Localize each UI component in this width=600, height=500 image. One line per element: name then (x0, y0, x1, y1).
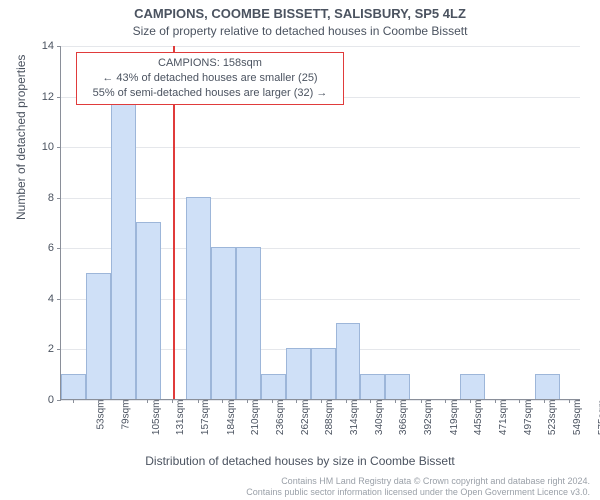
footer-attribution: Contains HM Land Registry data © Crown c… (0, 476, 590, 498)
ytick-label: 6 (0, 242, 54, 254)
histogram-bar (385, 374, 410, 399)
xtick-label: 366sqm (398, 400, 409, 436)
footer-line-2: Contains public sector information licen… (0, 487, 590, 498)
xtick-label: 340sqm (374, 400, 385, 436)
ytick-mark (57, 97, 61, 98)
x-axis-label: Distribution of detached houses by size … (0, 454, 600, 468)
xtick-label: 445sqm (473, 400, 484, 436)
histogram-bar (460, 374, 485, 399)
ytick-mark (57, 147, 61, 148)
xtick-label: 523sqm (547, 400, 558, 436)
histogram-bar (311, 348, 336, 399)
xtick-label: 184sqm (226, 400, 237, 436)
ytick-label: 2 (0, 343, 54, 355)
annotation-line-2: ← 43% of detached houses are smaller (25… (83, 71, 337, 86)
ytick-label: 12 (0, 91, 54, 103)
xtick-mark (172, 399, 173, 403)
histogram-bar (535, 374, 560, 399)
ytick-label: 4 (0, 293, 54, 305)
histogram-bar (111, 96, 136, 399)
gridline (61, 46, 580, 47)
xtick-mark (123, 399, 124, 403)
xtick-mark (247, 399, 248, 403)
ytick-mark (57, 46, 61, 47)
xtick-mark (470, 399, 471, 403)
histogram-bar (211, 247, 236, 399)
histogram-bar (86, 273, 111, 399)
xtick-label: 210sqm (250, 400, 261, 436)
gridline (61, 198, 580, 199)
annotation-line-1: CAMPIONS: 158sqm (83, 56, 337, 71)
xtick-label: 549sqm (572, 400, 583, 436)
xtick-mark (272, 399, 273, 403)
gridline (61, 147, 580, 148)
ytick-mark (57, 400, 61, 401)
xtick-mark (198, 399, 199, 403)
xtick-label: 497sqm (523, 400, 534, 436)
xtick-mark (569, 399, 570, 403)
chart-subtitle: Size of property relative to detached ho… (0, 24, 600, 38)
xtick-label: 53sqm (96, 400, 107, 430)
histogram-bar (336, 323, 361, 399)
histogram-bar (136, 222, 161, 399)
ytick-label: 0 (0, 394, 54, 406)
ytick-mark (57, 349, 61, 350)
xtick-mark (544, 399, 545, 403)
xtick-mark (445, 399, 446, 403)
ytick-mark (57, 198, 61, 199)
ytick-label: 10 (0, 141, 54, 153)
annotation-line-3: 55% of semi-detached houses are larger (… (83, 86, 337, 101)
chart-title: CAMPIONS, COOMBE BISSETT, SALISBURY, SP5… (0, 6, 600, 21)
histogram-bar (236, 247, 261, 399)
xtick-label: 131sqm (175, 400, 186, 436)
histogram-bar (360, 374, 385, 399)
annotation-box: CAMPIONS: 158sqm ← 43% of detached house… (76, 52, 344, 105)
xtick-label: 105sqm (151, 400, 162, 436)
xtick-mark (321, 399, 322, 403)
xtick-mark (346, 399, 347, 403)
xtick-mark (421, 399, 422, 403)
xtick-mark (395, 399, 396, 403)
ytick-label: 14 (0, 40, 54, 52)
histogram-bar (61, 374, 86, 399)
xtick-mark (495, 399, 496, 403)
xtick-mark (147, 399, 148, 403)
xtick-mark (98, 399, 99, 403)
xtick-label: 419sqm (449, 400, 460, 436)
ytick-label: 8 (0, 192, 54, 204)
xtick-mark (370, 399, 371, 403)
xtick-mark (519, 399, 520, 403)
ytick-mark (57, 299, 61, 300)
xtick-label: 79sqm (121, 400, 132, 430)
xtick-label: 157sqm (200, 400, 211, 436)
xtick-mark (222, 399, 223, 403)
xtick-mark (296, 399, 297, 403)
xtick-label: 236sqm (275, 400, 286, 436)
xtick-label: 471sqm (498, 400, 509, 436)
xtick-label: 392sqm (423, 400, 434, 436)
xtick-label: 288sqm (324, 400, 335, 436)
histogram-bar (186, 197, 211, 399)
histogram-bar (261, 374, 286, 399)
ytick-mark (57, 248, 61, 249)
xtick-label: 262sqm (300, 400, 311, 436)
histogram-bar (286, 348, 311, 399)
xtick-label: 314sqm (349, 400, 360, 436)
xtick-mark (73, 399, 74, 403)
chart-container: CAMPIONS, COOMBE BISSETT, SALISBURY, SP5… (0, 0, 600, 500)
footer-line-1: Contains HM Land Registry data © Crown c… (0, 476, 590, 487)
